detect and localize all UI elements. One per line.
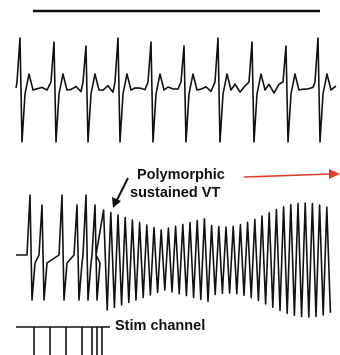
ecg-trace-bottom-vt	[16, 194, 332, 318]
ecg-trace-top	[15, 37, 337, 143]
stim-channel-label: Stim channel	[114, 318, 207, 335]
onset-arrow	[112, 177, 129, 208]
vt-label-line2: sustained VT	[130, 185, 221, 201]
vt-label-line1: Polymorphic	[137, 167, 225, 183]
stim-channel-trace	[16, 326, 110, 355]
vt-duration-arrow	[243, 169, 340, 179]
